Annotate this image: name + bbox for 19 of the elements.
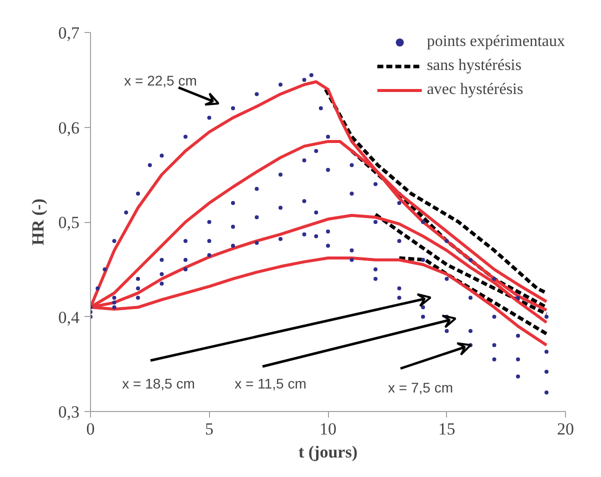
- x-tick-label: 5: [205, 420, 214, 438]
- y-tick-label: 0,3: [58, 402, 80, 422]
- annotation: x = 7,5 cm: [388, 380, 453, 396]
- y-tick-label: 0,6: [58, 118, 80, 138]
- legend-label: sans hystérésis: [426, 57, 522, 75]
- y-tick-label: 0,4: [58, 308, 80, 327]
- y-axis-title: HR (-): [28, 198, 48, 246]
- annotation: x = 22,5 cm: [124, 72, 197, 88]
- y-tick-label: 0,7: [58, 24, 80, 42]
- y-tick-label: 0,5: [58, 213, 80, 232]
- annotation: x = 18,5 cm: [122, 376, 195, 392]
- x-tick-label: 15: [438, 420, 456, 438]
- legend-label: avec hystérésis: [426, 81, 524, 99]
- annotation: x = 11,5 cm: [234, 376, 306, 392]
- x-axis-title: t (jours): [298, 442, 358, 462]
- legend-label: points expérimentaux: [426, 33, 565, 51]
- x-tick-label: 10: [320, 420, 336, 438]
- x-tick-label: 0: [86, 420, 95, 438]
- x-tick-label: 20: [557, 420, 574, 438]
